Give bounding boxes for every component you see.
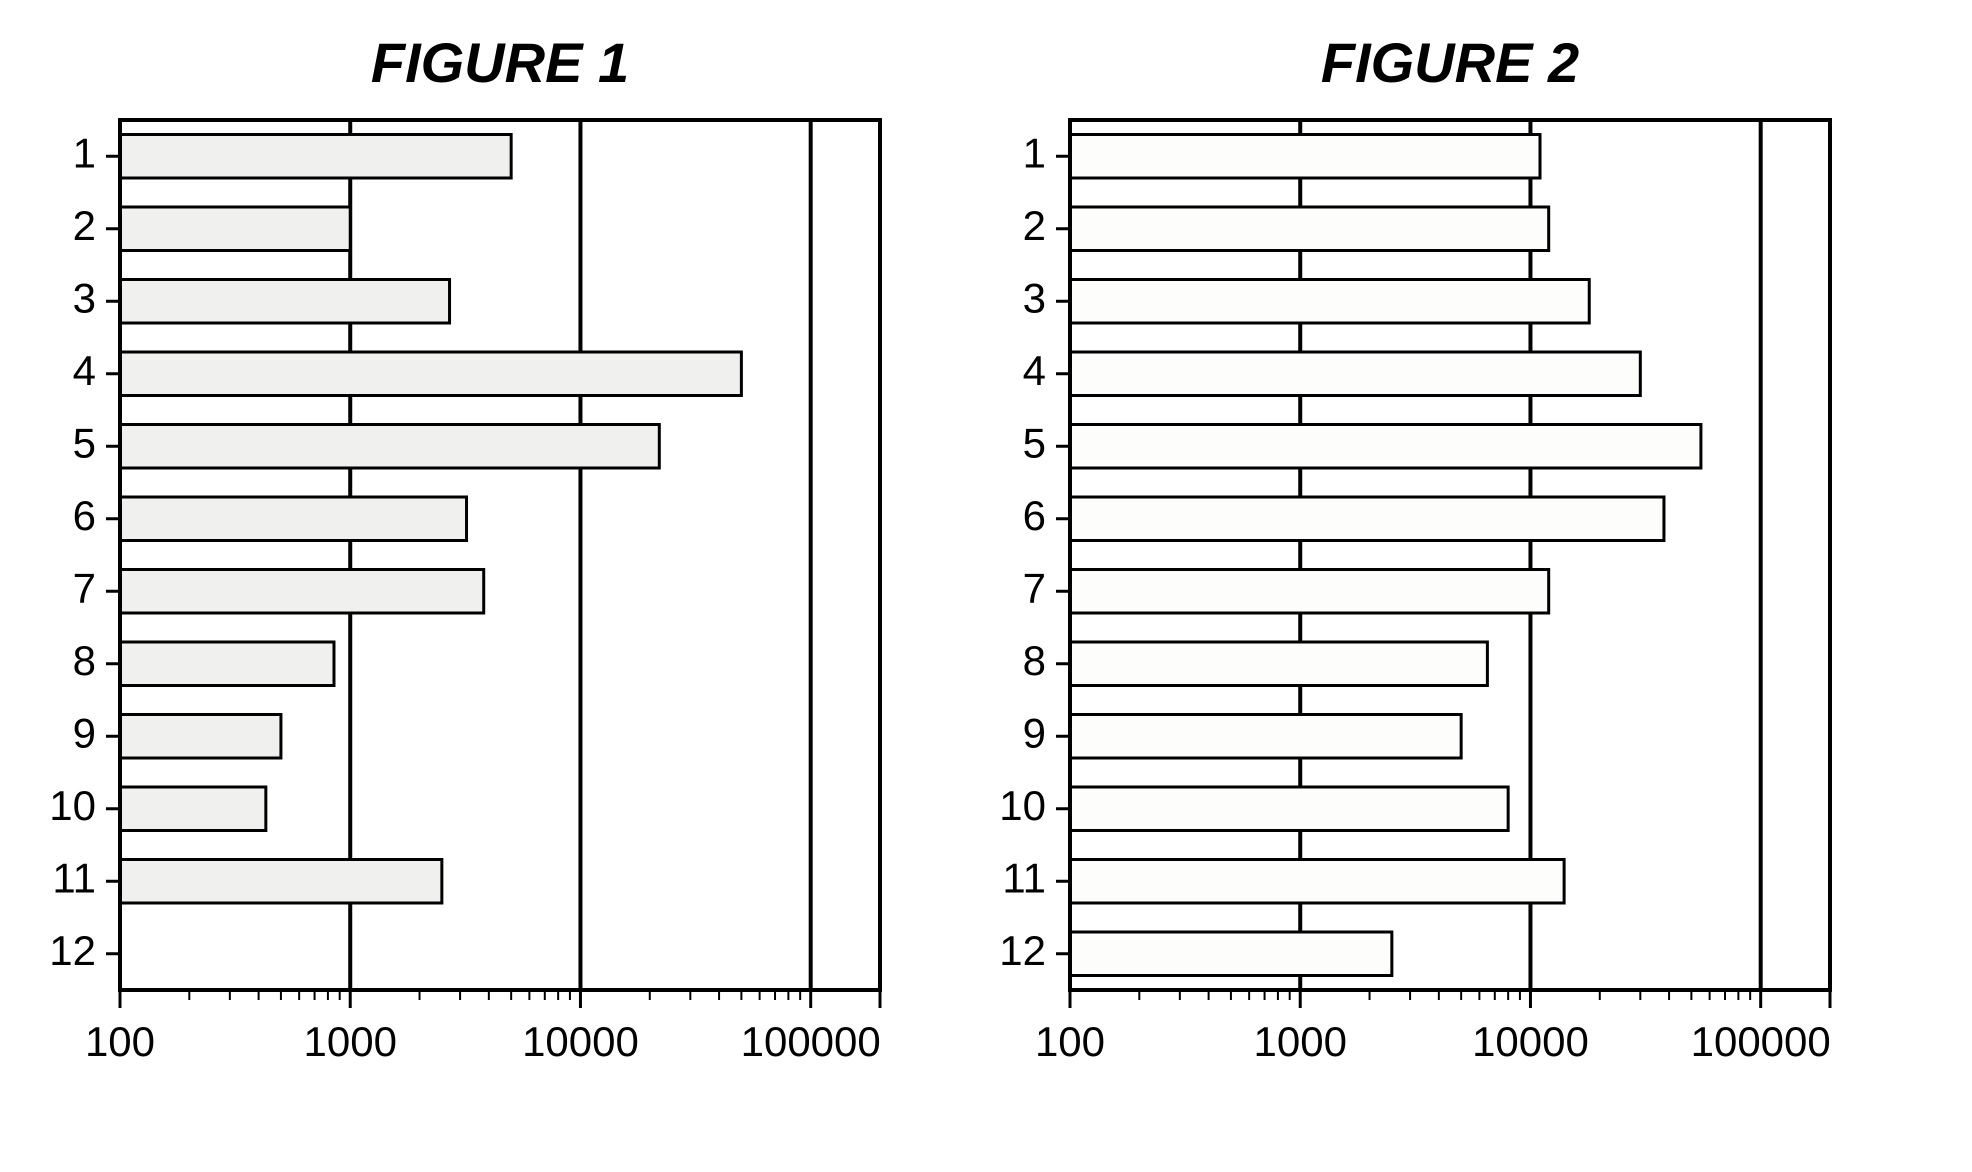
x-tick-label: 100000: [1691, 1018, 1831, 1065]
y-category-label: 2: [1023, 202, 1046, 249]
y-category-label: 3: [73, 274, 96, 321]
bar: [1070, 715, 1461, 759]
bar: [1070, 352, 1640, 396]
y-category-label: 6: [73, 492, 96, 539]
bar: [120, 207, 350, 251]
bar: [120, 425, 659, 469]
figure2-title: FIGURE 2: [1200, 30, 1700, 95]
x-tick-label: 10000: [1472, 1018, 1589, 1065]
bar: [1070, 787, 1508, 831]
y-category-label: 7: [1023, 564, 1046, 611]
bar: [120, 280, 450, 324]
bar: [1070, 135, 1540, 179]
y-category-label: 3: [1023, 274, 1046, 321]
bar: [120, 352, 741, 396]
y-category-label: 11: [1002, 854, 1046, 901]
bar: [1070, 642, 1487, 686]
y-category-label: 1: [1023, 129, 1046, 176]
figure1-chart: 123456789101112100100010000100000: [30, 110, 890, 1100]
y-category-label: 1: [73, 129, 96, 176]
y-category-label: 7: [73, 564, 96, 611]
y-category-label: 4: [1023, 347, 1046, 394]
y-category-label: 9: [1023, 709, 1046, 756]
bar: [1070, 932, 1392, 976]
y-category-label: 10: [49, 782, 96, 829]
figure1-title: FIGURE 1: [250, 30, 750, 95]
bar: [1070, 860, 1564, 904]
bar: [120, 135, 511, 179]
bar: [1070, 207, 1549, 251]
x-tick-label: 100000: [741, 1018, 881, 1065]
y-category-label: 10: [999, 782, 1046, 829]
x-tick-label: 10000: [522, 1018, 639, 1065]
figure2-chart: 123456789101112100100010000100000: [980, 110, 1840, 1100]
y-category-label: 12: [999, 927, 1046, 974]
y-category-label: 4: [73, 347, 96, 394]
x-tick-label: 1000: [304, 1018, 397, 1065]
y-category-label: 6: [1023, 492, 1046, 539]
bar: [120, 715, 281, 759]
x-tick-label: 100: [1035, 1018, 1105, 1065]
y-category-label: 8: [1023, 637, 1046, 684]
bar: [120, 860, 442, 904]
x-tick-label: 1000: [1254, 1018, 1347, 1065]
y-category-label: 5: [1023, 419, 1046, 466]
bar: [1070, 497, 1664, 541]
x-tick-label: 100: [85, 1018, 155, 1065]
y-category-label: 11: [52, 854, 96, 901]
y-category-label: 9: [73, 709, 96, 756]
bar: [120, 787, 266, 831]
bar: [1070, 425, 1701, 469]
bar: [120, 642, 334, 686]
bar: [1070, 570, 1549, 614]
y-category-label: 2: [73, 202, 96, 249]
bar: [120, 497, 467, 541]
bar: [1070, 280, 1589, 324]
y-category-label: 5: [73, 419, 96, 466]
bar: [120, 570, 484, 614]
y-category-label: 12: [49, 927, 96, 974]
y-category-label: 8: [73, 637, 96, 684]
